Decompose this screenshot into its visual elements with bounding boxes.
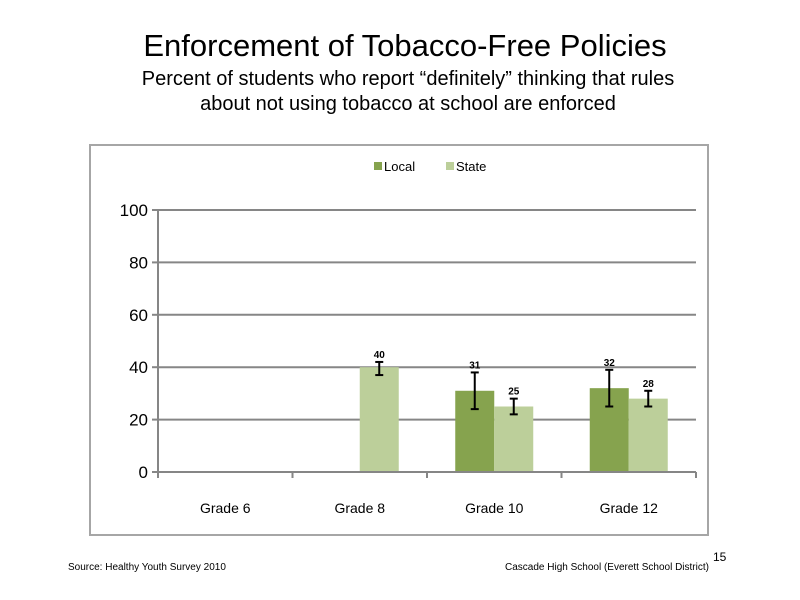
legend-label-state: State (456, 159, 486, 174)
subtitle-line-1: Percent of students who report “definite… (141, 68, 675, 90)
bar-state (494, 406, 534, 472)
data-label: 25 (508, 387, 520, 398)
slide-subtitle: Percent of students who report “definite… (0, 67, 800, 117)
y-tick-label: 20 (129, 411, 148, 430)
page-number: 15 (713, 550, 727, 564)
data-label: 40 (374, 350, 386, 361)
bar-state (359, 367, 399, 472)
y-tick-label: 0 (139, 463, 148, 482)
slide-title: Enforcement of Tobacco-Free Policies (143, 28, 667, 63)
bar-state (628, 398, 668, 472)
subtitle-line-2: about not using tobacco at school are en… (200, 93, 616, 115)
y-tick-label: 80 (129, 253, 148, 272)
x-tick-label: Grade 12 (600, 500, 659, 516)
data-label: 28 (643, 379, 655, 390)
legend-label-local: Local (384, 159, 415, 174)
x-tick-label: Grade 10 (465, 500, 524, 516)
y-tick-label: 60 (129, 306, 148, 325)
data-label: 32 (604, 358, 616, 369)
x-tick-label: Grade 6 (200, 500, 251, 516)
legend-swatch-state (446, 162, 454, 170)
source-note: Source: Healthy Youth Survey 2010 (68, 562, 226, 573)
x-tick-label: Grade 8 (334, 500, 385, 516)
legend-swatch-local (374, 162, 382, 170)
school-name: Cascade High School (Everett School Dist… (505, 562, 709, 573)
data-label: 31 (469, 360, 481, 371)
y-tick-label: 100 (120, 201, 148, 220)
y-tick-label: 40 (129, 358, 148, 377)
